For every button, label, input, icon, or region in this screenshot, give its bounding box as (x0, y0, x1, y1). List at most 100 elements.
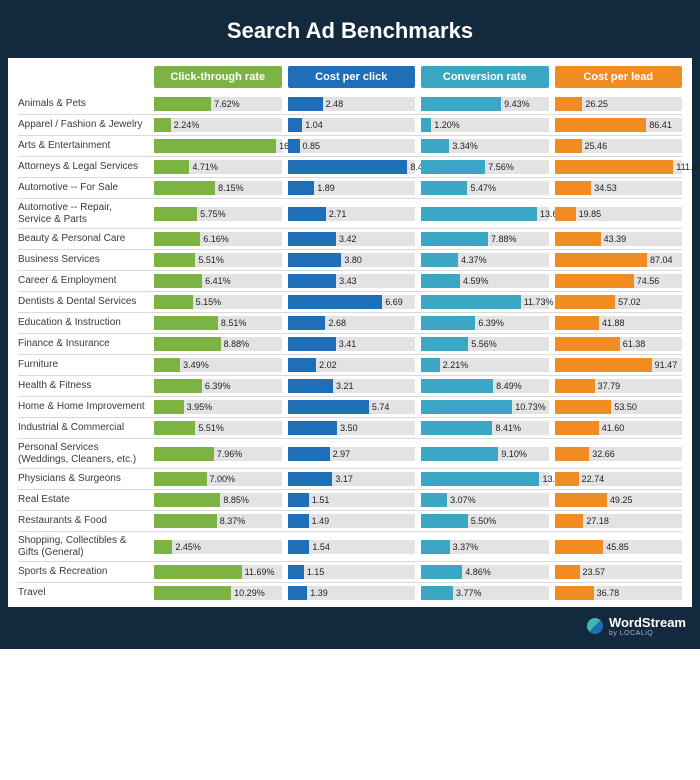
table-row: Finance & Insurance8.88%3.415.56%61.38 (18, 334, 682, 355)
bar-cell: 2.45% (154, 540, 282, 554)
bar-cell: 6.39% (154, 379, 282, 393)
bar-fill (288, 358, 317, 372)
footer-brand: WordStream (609, 615, 686, 630)
bar-cell: 1.15 (288, 565, 416, 579)
bar-cell: 57.02 (555, 295, 683, 309)
bar-fill (421, 447, 498, 461)
bar-cell: 13.94% (421, 472, 549, 486)
bar-cell: 25.46 (555, 139, 683, 153)
bar-fill (288, 181, 315, 195)
bar-fill (288, 295, 383, 309)
chart-sheet: Click-through rateCost per clickConversi… (8, 58, 692, 607)
bar-value: 22.74 (582, 474, 605, 484)
bar-fill (555, 358, 652, 372)
bar-fill (421, 97, 501, 111)
bar-value: 8.49% (496, 381, 522, 391)
bar-cell: 5.56% (421, 337, 549, 351)
category-label: Beauty & Personal Care (18, 233, 148, 245)
table-row: Attorneys & Legal Services4.71%8.467.56%… (18, 157, 682, 178)
table-row: Animals & Pets7.62%2.489.43%26.25 (18, 94, 682, 115)
bar-fill (288, 472, 333, 486)
bar-value: 3.49% (183, 360, 209, 370)
bar-value: 3.41 (339, 339, 357, 349)
bar-cell: 3.17 (288, 472, 416, 486)
bar-value: 37.79 (598, 381, 621, 391)
bar-cell: 53.50 (555, 400, 683, 414)
bar-fill (288, 316, 326, 330)
bar-value: 2.48 (326, 99, 344, 109)
bar-fill (154, 358, 180, 372)
bar-cell: 1.51 (288, 493, 416, 507)
bar-value: 53.50 (614, 402, 637, 412)
category-label: Business Services (18, 254, 148, 266)
bar-value: 8.15% (218, 183, 244, 193)
table-row: Home & Home Improvement3.95%5.7410.73%53… (18, 397, 682, 418)
bar-value: 61.38 (623, 339, 646, 349)
bar-cell: 3.07% (421, 493, 549, 507)
table-row: Automotive -- Repair, Service & Parts5.7… (18, 199, 682, 229)
bar-fill (154, 379, 202, 393)
bar-fill (154, 274, 202, 288)
bar-cell: 111.86 (555, 160, 683, 174)
bar-value: 4.71% (192, 162, 218, 172)
bar-fill (154, 514, 217, 528)
bar-fill (555, 253, 647, 267)
bar-cell: 1.49 (288, 514, 416, 528)
bar-value: 25.46 (585, 141, 608, 151)
footer-brand-block: WordStream by LOCALiQ (609, 615, 686, 637)
bar-value: 3.07% (450, 495, 476, 505)
header-row: Click-through rateCost per clickConversi… (18, 66, 682, 88)
bar-fill (555, 181, 592, 195)
bar-cell: 1.54 (288, 540, 416, 554)
bar-value: 3.42 (339, 234, 357, 244)
table-row: Furniture3.49%2.022.21%91.47 (18, 355, 682, 376)
bar-fill (154, 316, 218, 330)
bar-cell: 5.50% (421, 514, 549, 528)
bar-cell: 36.78 (555, 586, 683, 600)
bar-cell: 8.85% (154, 493, 282, 507)
bar-cell: 3.21 (288, 379, 416, 393)
bar-value: 5.51% (198, 423, 224, 433)
bar-fill (288, 493, 309, 507)
category-label: Sports & Recreation (18, 566, 148, 578)
bar-cell: 5.74 (288, 400, 416, 414)
bar-value: 1.51 (312, 495, 330, 505)
footer-sub: by LOCALiQ (609, 630, 686, 637)
bar-fill (288, 139, 300, 153)
bar-cell: 5.15% (154, 295, 282, 309)
bar-cell: 32.66 (555, 447, 683, 461)
bar-fill (555, 207, 576, 221)
bar-fill (154, 493, 220, 507)
bar-cell: 27.18 (555, 514, 683, 528)
bar-cell: 8.46 (288, 160, 416, 174)
bar-cell: 8.15% (154, 181, 282, 195)
bar-value: 6.69 (385, 297, 403, 307)
bar-cell: 9.10% (421, 447, 549, 461)
bar-fill (288, 447, 330, 461)
table-row: Automotive -- For Sale8.15%1.895.47%34.5… (18, 178, 682, 199)
bar-fill (421, 337, 468, 351)
table-row: Health & Fitness6.39%3.218.49%37.79 (18, 376, 682, 397)
bar-fill (555, 379, 595, 393)
category-label: Furniture (18, 359, 148, 371)
bar-value: 23.57 (583, 567, 606, 577)
bar-cell: 8.37% (154, 514, 282, 528)
bar-cell: 5.51% (154, 253, 282, 267)
bar-fill (421, 565, 462, 579)
bar-cell: 10.73% (421, 400, 549, 414)
bar-fill (154, 207, 197, 221)
table-row: Industrial & Commercial5.51%3.508.41%41.… (18, 418, 682, 439)
category-label: Arts & Entertainment (18, 140, 148, 152)
bar-cell: 16.29% (154, 139, 282, 153)
bar-value: 10.73% (515, 402, 546, 412)
table-row: Sports & Recreation11.69%1.154.86%23.57 (18, 562, 682, 583)
bar-value: 3.17 (335, 474, 353, 484)
bar-fill (555, 447, 590, 461)
bar-value: 4.59% (463, 276, 489, 286)
bar-value: 6.16% (203, 234, 229, 244)
bar-fill (288, 274, 337, 288)
bar-fill (421, 400, 512, 414)
category-label: Real Estate (18, 494, 148, 506)
bar-value: 9.43% (504, 99, 530, 109)
bar-fill (555, 493, 607, 507)
